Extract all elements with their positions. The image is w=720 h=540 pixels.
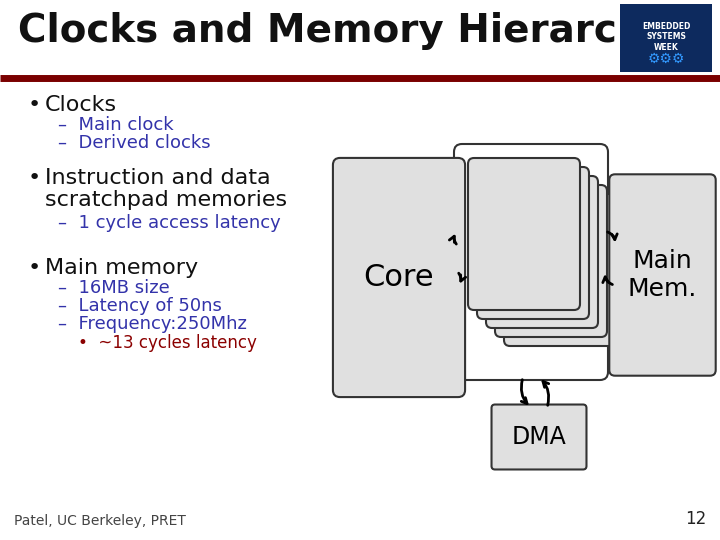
FancyBboxPatch shape	[454, 144, 608, 380]
Text: –  Main clock: – Main clock	[58, 116, 174, 134]
FancyBboxPatch shape	[492, 404, 587, 469]
Text: Instruction and data: Instruction and data	[45, 168, 271, 188]
Text: Main
Mem.: Main Mem.	[628, 249, 697, 301]
FancyBboxPatch shape	[495, 185, 607, 337]
Text: –  1 cycle access latency: – 1 cycle access latency	[58, 214, 281, 232]
Text: Clocks and Memory Hierarchy: Clocks and Memory Hierarchy	[18, 12, 670, 50]
FancyBboxPatch shape	[477, 167, 589, 319]
Text: ⚙⚙⚙: ⚙⚙⚙	[647, 52, 685, 66]
Text: 12: 12	[685, 510, 706, 528]
Text: Patel, UC Berkeley, PRET: Patel, UC Berkeley, PRET	[14, 514, 186, 528]
Text: –  Latency of 50ns: – Latency of 50ns	[58, 297, 222, 315]
FancyBboxPatch shape	[333, 158, 465, 397]
FancyBboxPatch shape	[609, 174, 716, 376]
Text: Clocks: Clocks	[45, 95, 117, 115]
Text: –  Derived clocks: – Derived clocks	[58, 134, 211, 152]
Text: SPM: SPM	[539, 260, 580, 280]
Text: Main memory: Main memory	[45, 258, 198, 278]
Text: scratchpad memories: scratchpad memories	[45, 190, 287, 210]
FancyBboxPatch shape	[504, 194, 616, 346]
Text: Core: Core	[364, 263, 434, 292]
Text: •  ~13 cycles latency: • ~13 cycles latency	[78, 334, 257, 352]
Text: •: •	[28, 95, 41, 115]
Text: –  16MB size: – 16MB size	[58, 279, 170, 297]
FancyBboxPatch shape	[468, 158, 580, 310]
Text: DMA: DMA	[512, 425, 567, 449]
FancyBboxPatch shape	[486, 176, 598, 328]
Text: EMBEDDED
SYSTEMS
WEEK: EMBEDDED SYSTEMS WEEK	[642, 22, 690, 52]
Text: –  Frequency:250Mhz: – Frequency:250Mhz	[58, 315, 247, 333]
FancyBboxPatch shape	[620, 4, 712, 72]
Text: •: •	[28, 258, 41, 278]
Text: •: •	[28, 168, 41, 188]
